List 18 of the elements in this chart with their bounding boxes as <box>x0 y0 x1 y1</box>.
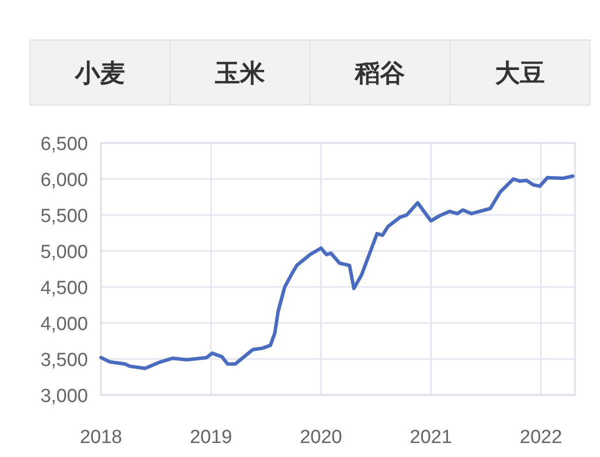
y-tick-label: 4,500 <box>40 278 88 299</box>
text: 大豆 <box>495 60 545 88</box>
text: 稻谷 <box>354 60 405 88</box>
y-tick-label: 3,500 <box>40 350 88 371</box>
text: 小麦 <box>74 60 125 88</box>
x-tick-label: 2020 <box>300 427 342 448</box>
line-series <box>99 174 575 370</box>
x-tick-label: 2022 <box>520 427 562 448</box>
y-tick-label: 4,000 <box>40 314 88 335</box>
y-tick-label: 3,000 <box>40 386 88 407</box>
y-tick-label: 5,500 <box>40 206 88 227</box>
y-tick-label: 6,000 <box>40 170 88 191</box>
y-tick-label: 5,000 <box>40 242 88 263</box>
x-tick-label: 2018 <box>80 427 122 448</box>
text: 玉米 <box>214 60 265 88</box>
y-tick-label: 6,500 <box>40 134 88 155</box>
x-tick-label: 2019 <box>190 427 232 448</box>
x-tick-label: 2021 <box>410 427 452 448</box>
